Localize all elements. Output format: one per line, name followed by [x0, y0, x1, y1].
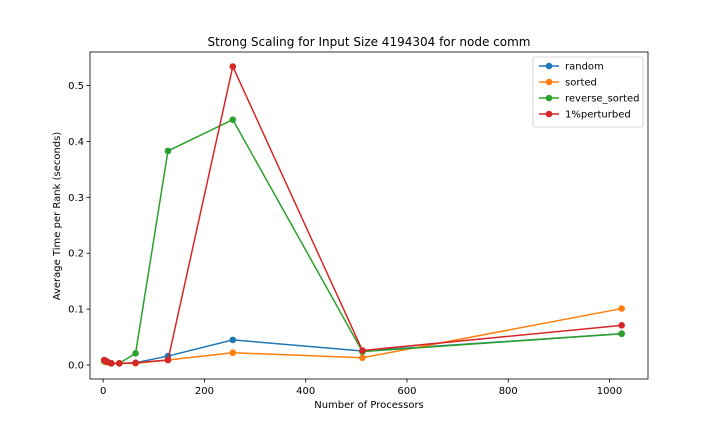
plot-area: 0 200 400 600 800 1000 0.0 0.1 0.2 0.3 0.4 0.5 — [68, 51, 649, 397]
chart-title: Strong Scaling for Input Size 4194304 fo… — [208, 35, 531, 49]
data-point — [229, 349, 237, 357]
x-axis-label: Number of Processors — [314, 400, 424, 411]
data-point — [132, 349, 139, 357]
data-point — [164, 147, 172, 155]
y-tick-label: 0.0 — [68, 361, 84, 372]
y-axis-label: Average Time per Rank (seconds) — [52, 132, 63, 301]
data-point — [116, 360, 123, 367]
x-tick-label: 800 — [499, 386, 518, 397]
x-tick-label: 1000 — [597, 386, 622, 397]
data-point — [359, 347, 366, 354]
data-point — [107, 360, 115, 367]
y-tick-label: 0.1 — [68, 305, 84, 316]
x-tick-label: 400 — [296, 386, 315, 397]
x-tick-label: 200 — [195, 386, 214, 397]
data-point — [229, 336, 237, 344]
x-tick-label: 600 — [397, 386, 416, 397]
y-tick-label: 0.3 — [68, 193, 84, 204]
data-point — [132, 359, 139, 367]
data-point — [359, 354, 366, 362]
data-point — [164, 356, 172, 364]
legend-box — [532, 56, 644, 128]
legend-label: sorted — [565, 78, 597, 89]
legend-marker — [545, 94, 553, 102]
y-tick-label: 0.5 — [68, 81, 84, 92]
legend: random sorted reverse_sorted 1%perturbed — [532, 56, 644, 128]
data-point — [229, 116, 237, 123]
legend-marker — [545, 78, 553, 86]
y-tick-label: 0.2 — [68, 249, 84, 260]
data-point — [229, 63, 237, 70]
legend-label: 1%perturbed — [565, 110, 631, 121]
data-point — [618, 330, 625, 338]
legend-marker — [545, 62, 553, 70]
series-1 — [100, 305, 625, 367]
legend-label: random — [565, 62, 604, 73]
y-tick-label: 0.4 — [68, 137, 84, 148]
legend-label: reverse_sorted — [565, 94, 639, 105]
axes-frame — [89, 51, 649, 380]
series-line — [103, 118, 622, 365]
x-tick-label: 0 — [100, 386, 106, 397]
series-3 — [100, 63, 625, 367]
data-point — [618, 322, 625, 329]
data-point — [618, 305, 625, 312]
series-2 — [100, 116, 625, 367]
legend-marker — [545, 110, 553, 118]
